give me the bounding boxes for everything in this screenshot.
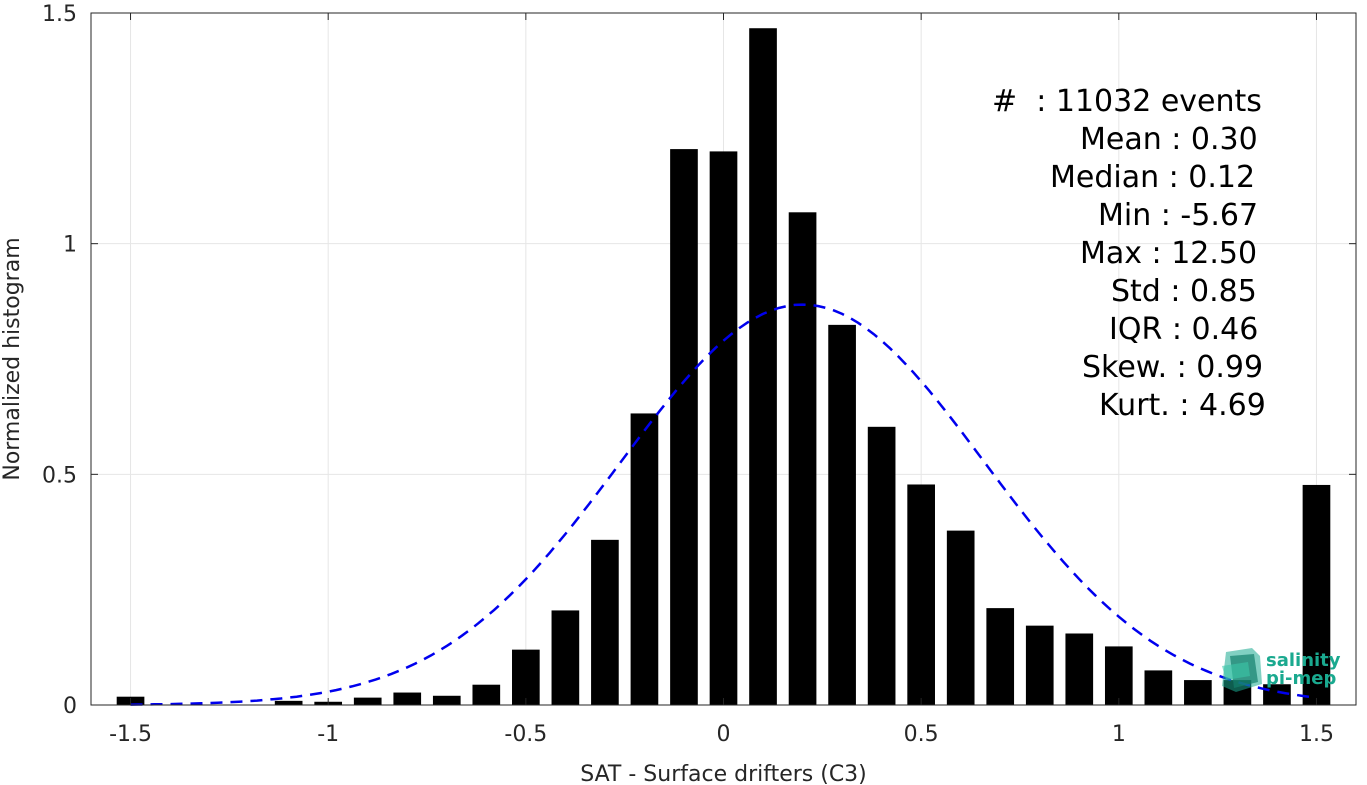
histogram-bar	[353, 697, 382, 705]
x-tick-label: 1	[1112, 722, 1126, 747]
stat-std: Std : 0.85	[1111, 274, 1257, 309]
histogram-bar	[432, 695, 461, 705]
histogram-bar	[1025, 625, 1054, 705]
y-tick-label: 0	[63, 694, 77, 719]
histogram-bar	[274, 700, 303, 705]
x-tick-label: -0.5	[504, 722, 547, 747]
histogram-bar	[788, 212, 817, 705]
histogram-bar	[472, 684, 501, 705]
x-tick-label: -1	[317, 722, 339, 747]
y-tick-label: 1	[63, 233, 77, 258]
y-axis-label: Normalized histogram	[0, 237, 25, 480]
histogram-bar	[1302, 484, 1331, 705]
histogram-bar	[828, 324, 856, 705]
histogram-bar	[986, 608, 1015, 705]
y-tick-label: 0.5	[42, 463, 77, 488]
histogram-bar	[591, 539, 619, 705]
histogram-bar	[749, 28, 777, 705]
logo-text-pi-mep: pi-mep	[1266, 668, 1337, 689]
x-tick-label: 1.5	[1299, 722, 1334, 747]
histogram-bar	[393, 692, 422, 705]
histogram-bar	[630, 413, 659, 705]
stat-skew: Skew. : 0.99	[1082, 350, 1264, 385]
x-tick-label: 0.5	[904, 722, 939, 747]
histogram-bar	[1144, 670, 1173, 705]
stat-min: Min : -5.67	[1098, 198, 1259, 233]
stat-max: Max : 12.50	[1080, 236, 1258, 271]
histogram-bar	[907, 484, 935, 705]
histogram-bar	[512, 649, 540, 705]
histogram-bar	[1263, 684, 1291, 705]
salinity-pi-mep-logo: salinity pi-mep	[1218, 646, 1348, 696]
y-tick-label: 1.5	[42, 2, 77, 27]
histogram-bar	[1065, 633, 1094, 705]
histogram-bar	[709, 151, 738, 705]
histogram-bar	[867, 426, 896, 705]
x-tick-label: -1.5	[109, 722, 152, 747]
stat-kurt: Kurt. : 4.69	[1099, 388, 1266, 423]
x-axis-label: SAT - Surface drifters (C3)	[580, 762, 867, 785]
histogram-bar	[670, 149, 698, 706]
stat-iqr: IQR : 0.46	[1109, 312, 1259, 347]
x-tick-label: 0	[717, 722, 731, 747]
histogram-bars	[116, 28, 1331, 706]
logo-text-salinity: salinity	[1266, 650, 1341, 671]
stat-events: # : 11032 events	[992, 84, 1262, 119]
histogram-bar	[551, 610, 580, 705]
histogram-bar	[1104, 646, 1133, 705]
gaussian-fit-curve	[130, 303, 1317, 706]
stat-mean: Mean : 0.30	[1080, 122, 1258, 157]
histogram-bar	[1184, 680, 1212, 705]
logo-icon	[1222, 648, 1262, 692]
stat-median: Median : 0.12	[1050, 160, 1256, 195]
axis-ticks: -1.5 -1 -0.5 0 0.5 1 1.5 0 0.5 1 1.5	[42, 2, 1356, 747]
histogram-bar	[946, 530, 975, 705]
